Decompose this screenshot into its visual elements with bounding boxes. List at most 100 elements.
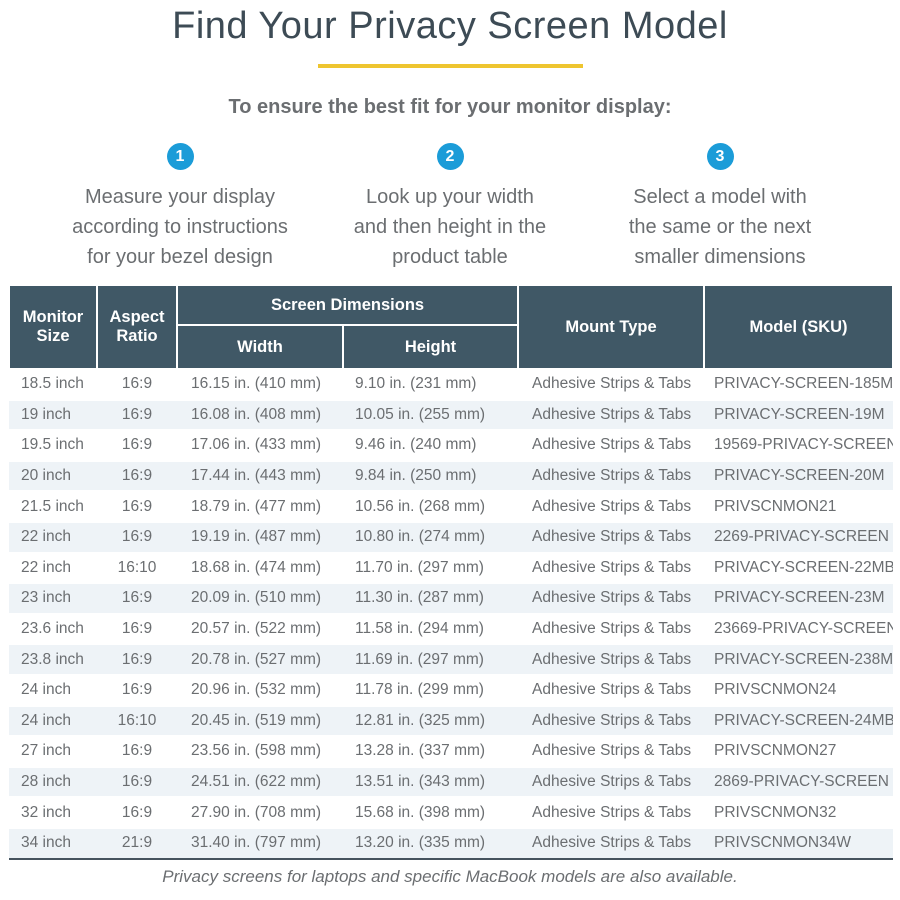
cell-aspect-ratio: 16:9 xyxy=(97,582,177,614)
page-title: Find Your Privacy Screen Model xyxy=(172,5,728,47)
cell-height: 11.69 in. (297 mm) xyxy=(343,643,519,675)
cell-width: 20.96 in. (532 mm) xyxy=(177,673,343,706)
cell-monitor-size: 28 inch xyxy=(9,765,97,798)
cell-aspect-ratio: 16:9 xyxy=(97,429,177,461)
col-header-height: Height xyxy=(341,324,520,370)
cell-height: 9.46 in. (240 mm) xyxy=(343,429,519,461)
cell-mount-type: Adhesive Strips & Tabs xyxy=(518,673,705,706)
cell-height: 13.51 in. (343 mm) xyxy=(343,765,519,798)
step-3-text: Select a model with the same or the next s… xyxy=(591,182,849,272)
footer-note: Privacy screens for laptops and specific… xyxy=(162,866,738,886)
cell-mount-type: Adhesive Strips & Tabs xyxy=(518,368,705,400)
cell-model-sku: 19569-PRIVACY-SCREEN xyxy=(704,429,894,461)
cell-monitor-size: 27 inch xyxy=(9,735,97,767)
step-2-text-line: Look up your width xyxy=(366,186,534,208)
cell-aspect-ratio: 16:9 xyxy=(97,673,177,706)
cell-aspect-ratio: 21:9 xyxy=(97,826,177,860)
table-row: 19 inch 16:9 16.08 in. (408 mm) 10.05 in. (… xyxy=(9,398,894,431)
table-row: 22 inch 16:9 19.19 in. (487 mm) 10.80 in. (… xyxy=(9,520,894,553)
cell-aspect-ratio: 16:9 xyxy=(97,735,177,767)
cell-monitor-size: 22 inch xyxy=(9,520,97,553)
cell-aspect-ratio: 16:9 xyxy=(97,643,177,675)
cell-height: 9.84 in. (250 mm) xyxy=(343,459,519,492)
cell-height: 12.81 in. (325 mm) xyxy=(343,704,519,737)
col-header-width: Width xyxy=(176,324,344,370)
cell-aspect-ratio: 16:9 xyxy=(97,520,177,553)
table-header: Monitor Size Aspect Ratio Screen Dimensi… xyxy=(8,284,895,370)
cell-height: 10.56 in. (268 mm) xyxy=(343,490,519,522)
col-header-screen-dimensions: Screen Dimensions xyxy=(175,284,520,326)
cell-model-sku: PRIVACY-SCREEN-185M xyxy=(704,368,894,400)
table-row: 23.8 inch 16:9 20.78 in. (527 mm) 11.69 in.… xyxy=(9,643,894,675)
cell-mount-type: Adhesive Strips & Tabs xyxy=(518,643,705,675)
cell-monitor-size: 32 inch xyxy=(9,796,97,828)
cell-model-sku: PRIVACY-SCREEN-24MB xyxy=(704,704,894,737)
step-2-number-badge: 2 xyxy=(436,143,464,170)
title-underline-divider xyxy=(317,64,583,68)
cell-monitor-size: 23 inch xyxy=(9,582,97,614)
cell-width: 18.79 in. (477 mm) xyxy=(177,490,343,522)
cell-monitor-size: 23.6 inch xyxy=(9,612,97,645)
col-header-mount-type: Mount Type xyxy=(517,284,706,370)
step-1-text-line: according to instructions xyxy=(72,216,288,238)
cell-width: 16.08 in. (408 mm) xyxy=(177,398,343,431)
cell-height: 11.58 in. (294 mm) xyxy=(343,612,519,645)
cell-aspect-ratio: 16:9 xyxy=(97,490,177,522)
cell-mount-type: Adhesive Strips & Tabs xyxy=(518,398,705,431)
table-row: 24 inch 16:9 20.96 in. (532 mm) 11.78 in. (… xyxy=(9,673,894,706)
cell-aspect-ratio: 16:10 xyxy=(97,551,177,584)
cell-model-sku: PRIVACY-SCREEN-22MB xyxy=(704,551,894,584)
cell-mount-type: Adhesive Strips & Tabs xyxy=(518,735,705,767)
cell-mount-type: Adhesive Strips & Tabs xyxy=(518,429,705,461)
step-1-text-line: Measure your display xyxy=(84,186,276,208)
step-1-text: Measure your display according to instruc… xyxy=(51,182,309,272)
cell-monitor-size: 24 inch xyxy=(9,673,97,706)
col-header-aspect-ratio: Aspect Ratio xyxy=(96,284,178,370)
step-2-text: Look up your width and then height in the… xyxy=(321,182,579,272)
cell-mount-type: Adhesive Strips & Tabs xyxy=(518,582,705,614)
cell-model-sku: PRIVACY-SCREEN-23M xyxy=(704,582,894,614)
cell-aspect-ratio: 16:9 xyxy=(97,368,177,400)
cell-monitor-size: 19 inch xyxy=(9,398,97,431)
table-row: 23.6 inch 16:9 20.57 in. (522 mm) 11.58 in.… xyxy=(9,612,894,645)
subtitle: To ensure the best fit for your monitor … xyxy=(228,96,672,118)
table-row: 32 inch 16:9 27.90 in. (708 mm) 15.68 in. (… xyxy=(9,796,894,828)
cell-monitor-size: 34 inch xyxy=(9,826,97,860)
cell-width: 20.09 in. (510 mm) xyxy=(177,582,343,614)
cell-width: 17.44 in. (443 mm) xyxy=(177,459,343,492)
cell-width: 20.45 in. (519 mm) xyxy=(177,704,343,737)
step-3-text-line: the same or the next xyxy=(628,216,812,238)
step-3-text-line: Select a model with xyxy=(633,186,807,208)
cell-model-sku: PRIVACY-SCREEN-20M xyxy=(704,459,894,492)
table-row: 24 inch 16:10 20.45 in. (519 mm) 12.81 in. … xyxy=(9,704,894,737)
cell-height: 15.68 in. (398 mm) xyxy=(343,796,519,828)
step-2-text-line: and then height in the xyxy=(353,216,547,238)
privacy-screen-spec-table: Monitor Size Aspect Ratio Screen Dimensi… xyxy=(8,284,895,860)
step-1: 1 Measure your display according to instru… xyxy=(45,143,315,272)
cell-height: 10.05 in. (255 mm) xyxy=(343,398,519,431)
cell-monitor-size: 22 inch xyxy=(9,551,97,584)
cell-width: 18.68 in. (474 mm) xyxy=(177,551,343,584)
cell-mount-type: Adhesive Strips & Tabs xyxy=(518,459,705,492)
cell-mount-type: Adhesive Strips & Tabs xyxy=(518,796,705,828)
cell-aspect-ratio: 16:9 xyxy=(97,612,177,645)
cell-model-sku: 2269-PRIVACY-SCREEN xyxy=(704,520,894,553)
cell-aspect-ratio: 16:9 xyxy=(97,796,177,828)
cell-mount-type: Adhesive Strips & Tabs xyxy=(518,765,705,798)
step-3: 3 Select a model with the same or the next… xyxy=(585,143,855,272)
step-2: 2 Look up your width and then height in th… xyxy=(315,143,585,272)
table-row: 34 inch 21:9 31.40 in. (797 mm) 13.20 in. (… xyxy=(9,826,894,860)
cell-height: 11.70 in. (297 mm) xyxy=(343,551,519,584)
table-row: 20 inch 16:9 17.44 in. (443 mm) 9.84 in. (2… xyxy=(9,459,894,492)
table-row: 18.5 inch 16:9 16.15 in. (410 mm) 9.10 in. … xyxy=(9,368,894,400)
cell-height: 11.78 in. (299 mm) xyxy=(343,673,519,706)
step-1-number-badge: 1 xyxy=(166,143,194,170)
col-header-model-sku: Model (SKU) xyxy=(703,284,895,370)
cell-height: 10.80 in. (274 mm) xyxy=(343,520,519,553)
cell-monitor-size: 21.5 inch xyxy=(9,490,97,522)
cell-model-sku: PRIVACY-SCREEN-19M xyxy=(704,398,894,431)
cell-width: 27.90 in. (708 mm) xyxy=(177,796,343,828)
step-2-text-line: product table xyxy=(392,246,508,268)
table-row: 21.5 inch 16:9 18.79 in. (477 mm) 10.56 in.… xyxy=(9,490,894,522)
